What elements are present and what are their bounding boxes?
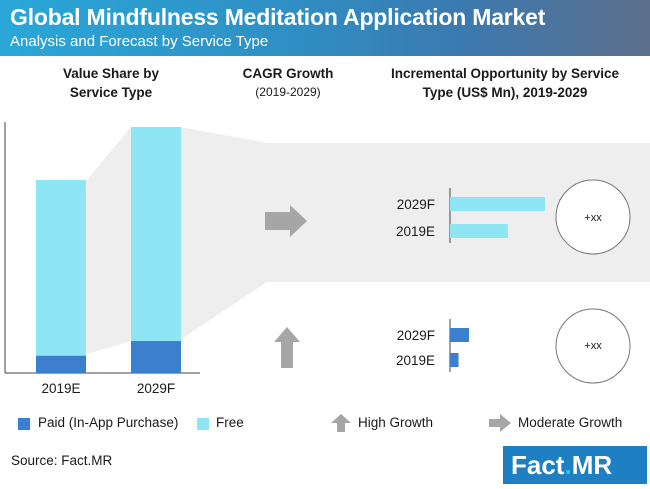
high-growth-arrow-icon <box>331 414 351 432</box>
stacked-bar-free-2019e <box>36 180 86 356</box>
source-note: Source: Fact.MR <box>11 453 113 468</box>
high-growth-arrow-paid <box>274 327 300 368</box>
legend-high-growth-label: High Growth <box>358 415 434 430</box>
hbar-free-2019e <box>450 224 508 238</box>
hbar-paid-2029f <box>450 328 469 342</box>
legend-free-label: Free <box>216 415 244 430</box>
page-subtitle: Analysis and Forecast by Service Type <box>10 33 269 50</box>
page-title: Global Mindfulness Meditation Applicatio… <box>10 4 546 30</box>
incremental-opportunity-title: Incremental Opportunity by Service Type … <box>390 66 620 100</box>
stacked-bar-free-2029f <box>131 127 181 342</box>
hbar-paid-2019e <box>450 353 459 367</box>
circle-label-paid: +xx <box>584 340 602 352</box>
stacked-bar-paid-2019e <box>36 355 86 373</box>
cagr-title: CAGR Growth <box>242 66 334 81</box>
header-banner: Global Mindfulness Meditation Applicatio… <box>0 0 650 56</box>
hbar-free-2029f <box>450 197 545 211</box>
x-tick-label: 2019E <box>41 381 80 396</box>
legend-free-swatch <box>197 418 209 430</box>
hbar-label: 2029F <box>397 328 435 343</box>
factmr-logo: Fact.MR <box>503 446 647 484</box>
hbar-label: 2029F <box>397 197 435 212</box>
callout-band <box>180 127 650 340</box>
stacked-bar-paid-2029f <box>131 341 181 373</box>
x-tick-label: 2029F <box>137 381 175 396</box>
connector-band <box>87 127 131 354</box>
value-share-title: Value Share by Service Type <box>62 66 160 100</box>
opportunity-circle-free <box>555 179 631 255</box>
circle-label-free: +xx <box>584 212 602 224</box>
legend-moderate-growth-label: Moderate Growth <box>518 415 623 430</box>
moderate-growth-arrow-free <box>265 205 307 237</box>
legend-paid-swatch <box>18 418 30 430</box>
legend-paid-label: Paid (In-App Purchase) <box>38 415 179 430</box>
hbar-label: 2019E <box>396 353 435 368</box>
hbar-label: 2019E <box>396 224 435 239</box>
moderate-growth-arrow-icon <box>489 414 511 432</box>
opportunity-circle-paid <box>555 308 631 384</box>
cagr-period: (2019-2029) <box>255 85 321 99</box>
